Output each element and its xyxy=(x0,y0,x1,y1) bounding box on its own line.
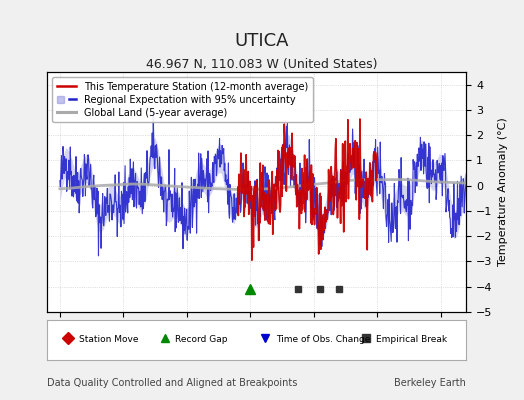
Text: Record Gap: Record Gap xyxy=(175,336,227,344)
Text: 46.967 N, 110.083 W (United States): 46.967 N, 110.083 W (United States) xyxy=(146,58,378,71)
Text: Station Move: Station Move xyxy=(79,336,138,344)
Y-axis label: Temperature Anomaly (°C): Temperature Anomaly (°C) xyxy=(498,118,508,266)
Text: Berkeley Earth: Berkeley Earth xyxy=(395,378,466,388)
Legend: This Temperature Station (12-month average), Regional Expectation with 95% uncer: This Temperature Station (12-month avera… xyxy=(52,77,313,122)
Text: Time of Obs. Change: Time of Obs. Change xyxy=(276,336,370,344)
Text: Data Quality Controlled and Aligned at Breakpoints: Data Quality Controlled and Aligned at B… xyxy=(47,378,298,388)
Text: Empirical Break: Empirical Break xyxy=(376,336,447,344)
Text: UTICA: UTICA xyxy=(235,32,289,50)
